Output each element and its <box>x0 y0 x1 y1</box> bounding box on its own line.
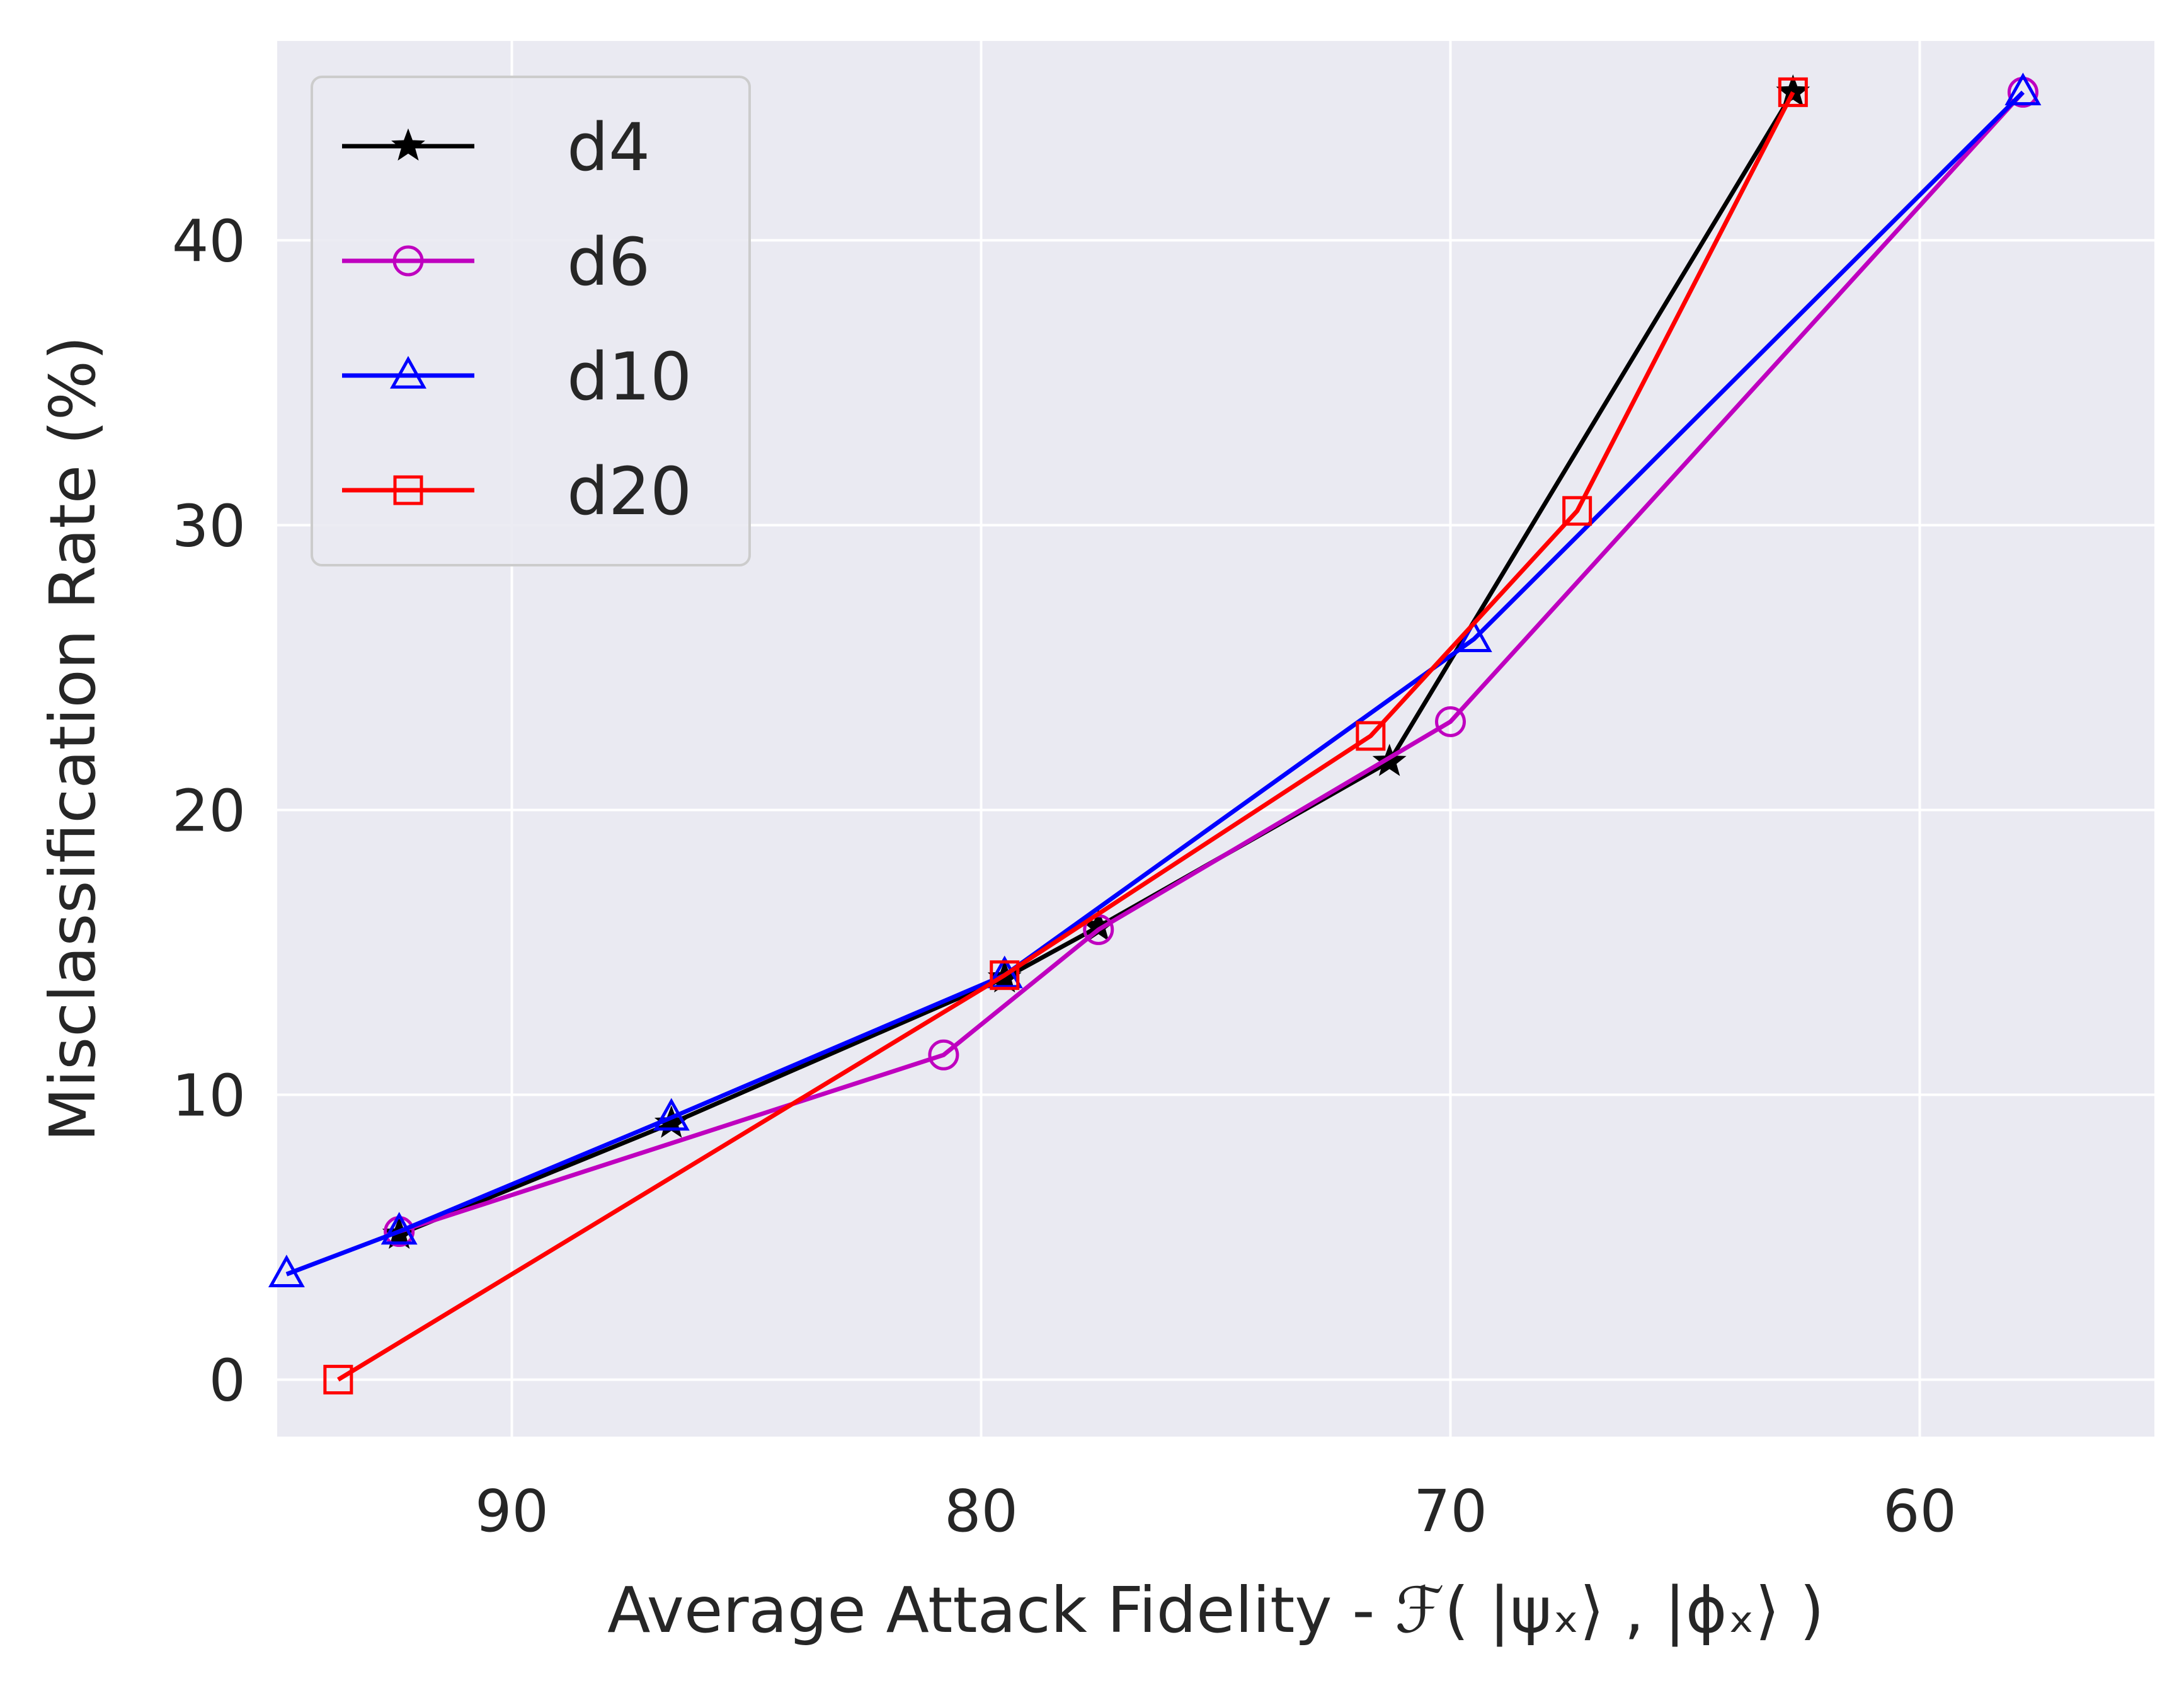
legend-label: d4 <box>567 109 650 186</box>
legend-box <box>311 76 751 566</box>
data-point-triangle <box>390 355 426 389</box>
y-tick-label: 30 <box>172 492 246 560</box>
legend-label: d20 <box>567 453 692 530</box>
legend-item-d10: d10 <box>342 338 692 415</box>
data-point-square <box>990 960 1020 990</box>
series-line-d10 <box>285 90 2025 1277</box>
legend-label: d10 <box>567 338 692 415</box>
data-point-triangle <box>1455 619 1492 652</box>
y-tick-label: 0 <box>209 1347 246 1415</box>
data-point-circle <box>1435 706 1466 737</box>
data-point-circle <box>392 245 424 277</box>
y-tick-label: 10 <box>172 1062 246 1130</box>
x-tick-label: 70 <box>1414 1478 1487 1545</box>
data-point-triangle <box>268 1255 305 1288</box>
series-line-d6 <box>398 91 2025 1234</box>
x-tick-label: 90 <box>475 1478 549 1545</box>
x-tick-label: 80 <box>944 1478 1018 1545</box>
legend-label: d6 <box>567 224 650 301</box>
data-point-square <box>1356 721 1386 751</box>
data-point-square <box>393 475 423 505</box>
y-tick-label: 20 <box>172 778 246 845</box>
series-group <box>268 72 2042 1395</box>
x-tick-label: 60 <box>1883 1478 1957 1545</box>
tick-labels: 90 80 70 60 0 10 20 30 40 <box>172 207 1957 1545</box>
data-point-square <box>1778 77 1808 107</box>
x-axis-label: Average Attack Fidelity - ℱ( |ψₓ⟩ , |ϕₓ⟩… <box>607 1573 1824 1647</box>
data-point-square <box>1562 496 1592 526</box>
data-point-star <box>391 128 425 161</box>
series-line-d20 <box>336 91 1795 1382</box>
data-point-star <box>1776 74 1810 107</box>
legend-item-d20: d20 <box>342 453 692 530</box>
data-point-square <box>323 1365 353 1395</box>
series-d20 <box>323 77 1808 1395</box>
legend: d4 d6 d10 d20 <box>311 76 751 566</box>
legend-item-d4: d4 <box>342 109 650 186</box>
data-point-triangle <box>2004 72 2042 106</box>
y-tick-label: 40 <box>172 207 246 275</box>
data-point-circle <box>928 1039 959 1071</box>
legend-item-d6: d6 <box>342 224 650 301</box>
y-axis-label: Misclassification Rate (%) <box>36 336 110 1142</box>
data-point-triangle <box>380 1212 418 1245</box>
data-point-triangle <box>653 1098 690 1131</box>
